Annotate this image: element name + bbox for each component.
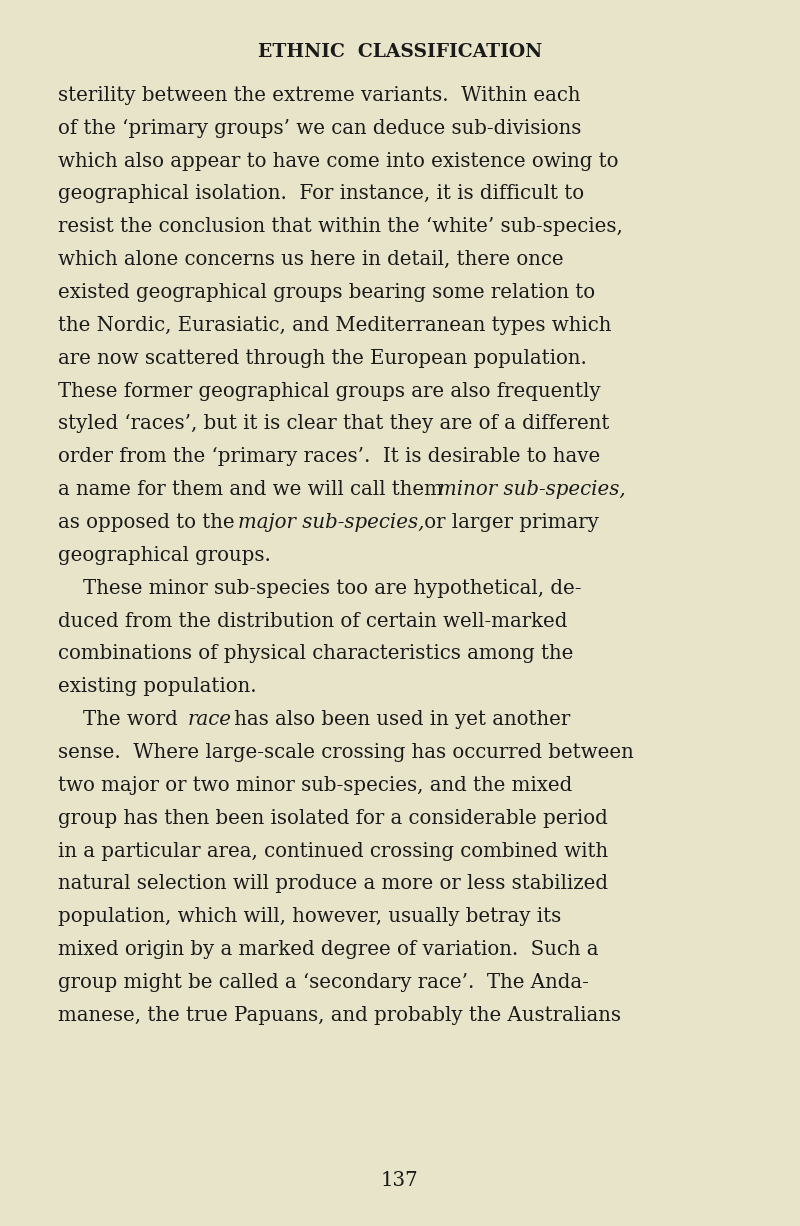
Text: natural selection will produce a more or less stabilized: natural selection will produce a more or…: [58, 874, 607, 894]
Text: which also appear to have come into existence owing to: which also appear to have come into exis…: [58, 152, 618, 170]
Text: geographical isolation.  For instance, it is difficult to: geographical isolation. For instance, it…: [58, 184, 584, 204]
Text: as opposed to the: as opposed to the: [58, 512, 241, 532]
Text: sense.  Where large-scale crossing has occurred between: sense. Where large-scale crossing has oc…: [58, 743, 634, 761]
Text: 137: 137: [381, 1171, 418, 1189]
Text: which alone concerns us here in detail, there once: which alone concerns us here in detail, …: [58, 250, 563, 268]
Text: resist the conclusion that within the ‘white’ sub-species,: resist the conclusion that within the ‘w…: [58, 217, 622, 237]
Text: These minor sub-species too are hypothetical, de-: These minor sub-species too are hypothet…: [58, 579, 581, 597]
Text: combinations of physical characteristics among the: combinations of physical characteristics…: [58, 645, 573, 663]
Text: population, which will, however, usually betray its: population, which will, however, usually…: [58, 907, 561, 926]
Text: existed geographical groups bearing some relation to: existed geographical groups bearing some…: [58, 283, 594, 302]
Text: order from the ‘primary races’.  It is desirable to have: order from the ‘primary races’. It is de…: [58, 447, 600, 466]
Text: sterility between the extreme variants.  Within each: sterility between the extreme variants. …: [58, 86, 580, 104]
Text: These former geographical groups are also frequently: These former geographical groups are als…: [58, 381, 600, 401]
Text: mixed origin by a marked degree of variation.  Such a: mixed origin by a marked degree of varia…: [58, 940, 598, 959]
Text: are now scattered through the European population.: are now scattered through the European p…: [58, 348, 586, 368]
Text: a name for them and we will call them: a name for them and we will call them: [58, 481, 449, 499]
Text: manese, the true Papuans, and probably the Australians: manese, the true Papuans, and probably t…: [58, 1005, 621, 1025]
Text: ETHNIC  CLASSIFICATION: ETHNIC CLASSIFICATION: [258, 43, 542, 61]
Text: major sub-species,: major sub-species,: [238, 512, 424, 532]
Text: race: race: [188, 710, 232, 729]
Text: has also been used in yet another: has also been used in yet another: [228, 710, 570, 729]
Text: minor sub-species,: minor sub-species,: [438, 481, 626, 499]
Text: two major or two minor sub-species, and the mixed: two major or two minor sub-species, and …: [58, 776, 572, 794]
Text: group might be called a ‘secondary race’.  The Anda-: group might be called a ‘secondary race’…: [58, 973, 589, 992]
Text: group has then been isolated for a considerable period: group has then been isolated for a consi…: [58, 809, 607, 828]
Text: in a particular area, continued crossing combined with: in a particular area, continued crossing…: [58, 841, 608, 861]
Text: The word: The word: [58, 710, 183, 729]
Text: the Nordic, Eurasiatic, and Mediterranean types which: the Nordic, Eurasiatic, and Mediterranea…: [58, 316, 611, 335]
Text: styled ‘races’, but it is clear that they are of a different: styled ‘races’, but it is clear that the…: [58, 414, 609, 434]
Text: existing population.: existing population.: [58, 677, 256, 696]
Text: duced from the distribution of certain well-marked: duced from the distribution of certain w…: [58, 612, 567, 630]
Text: of the ‘primary groups’ we can deduce sub-divisions: of the ‘primary groups’ we can deduce su…: [58, 119, 581, 137]
Text: or larger primary: or larger primary: [418, 512, 599, 532]
Text: geographical groups.: geographical groups.: [58, 546, 270, 565]
